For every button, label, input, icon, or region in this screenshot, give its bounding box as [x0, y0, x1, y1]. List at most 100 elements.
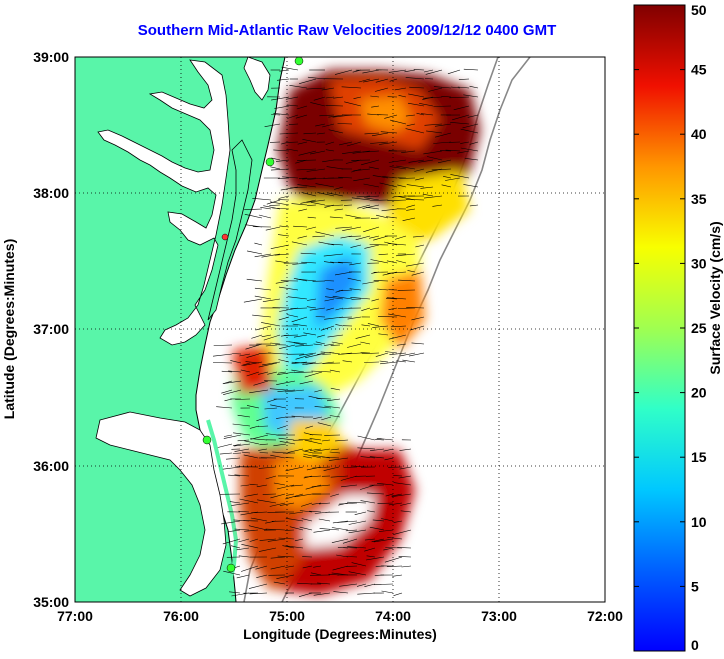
velocity-arrow: [306, 226, 317, 230]
velocity-arrow: [241, 362, 251, 366]
velocity-arrow: [376, 438, 394, 441]
station-marker: [221, 233, 229, 241]
x-axis-label: Longitude (Degrees:Minutes): [243, 626, 437, 642]
velocity-arrow: [223, 380, 242, 384]
velocity-arrow: [317, 192, 335, 197]
velocity-arrow: [246, 371, 260, 377]
velocity-arrow: [469, 85, 479, 89]
velocity-arrow: [318, 518, 331, 522]
velocity-arrow: [244, 493, 259, 497]
velocity-arrow: [393, 529, 412, 535]
velocity-arrow: [370, 259, 389, 264]
velocity-arrow: [378, 141, 398, 145]
velocity-arrow: [382, 176, 398, 179]
velocity-arrow: [369, 456, 385, 459]
velocity-arrow: [349, 262, 362, 266]
velocity-arrow: [310, 102, 326, 107]
velocity-arrow: [248, 525, 268, 531]
velocity-arrow: [433, 86, 452, 89]
velocity-arrow: [313, 448, 331, 452]
velocity-arrow: [362, 69, 380, 74]
velocity-arrow: [348, 571, 367, 576]
velocity-arrow: [303, 453, 322, 459]
velocity-arrow: [386, 216, 398, 219]
velocity-arrow: [396, 165, 416, 170]
velocity-arrow: [243, 454, 259, 459]
velocity-arrow: [363, 183, 380, 188]
velocity-arrow: [369, 235, 380, 239]
velocity-arrow: [283, 334, 299, 336]
velocity-arrow: [313, 343, 323, 346]
velocity-arrow: [405, 262, 425, 267]
velocity-arrow: [246, 278, 263, 282]
velocity-arrow: [389, 78, 398, 82]
velocity-arrow: [326, 192, 344, 197]
velocity-arrow: [246, 353, 260, 358]
velocity-arrow: [250, 438, 268, 441]
velocity-arrow: [277, 555, 295, 558]
velocity-arrow: [297, 141, 308, 145]
velocity-arrow: [341, 484, 358, 488]
velocity-arrow: [265, 344, 278, 347]
velocity-arrow: [330, 387, 341, 391]
colorbar-tick-label: 50: [691, 2, 707, 18]
velocity-arrow: [231, 592, 250, 597]
velocity-arrow: [237, 414, 251, 418]
velocity-arrow: [366, 207, 380, 210]
velocity-arrow: [335, 439, 349, 442]
velocity-arrow: [320, 325, 335, 331]
barrier-islands: [206, 419, 239, 591]
velocity-arrow: [386, 260, 398, 264]
velocity-arrow: [277, 389, 296, 392]
velocity-arrow: [361, 324, 371, 327]
lat-tick-label: 36:00: [33, 458, 69, 474]
velocity-arrow: [302, 565, 313, 569]
velocity-arrow: [290, 307, 308, 309]
velocity-arrow: [265, 475, 277, 480]
velocity-arrow: [223, 434, 242, 439]
velocity-arrow: [329, 369, 341, 373]
velocity-arrow: [422, 193, 434, 197]
velocity-arrow: [400, 352, 416, 357]
velocity-arrow: [402, 217, 416, 221]
velocity-arrow: [331, 527, 349, 531]
velocity-arrow: [371, 538, 385, 543]
velocity-arrow: [342, 150, 362, 154]
velocity-arrow: [386, 297, 407, 300]
velocity-arrow: [412, 235, 425, 238]
velocity-arrow: [405, 199, 425, 201]
velocity-arrow: [277, 371, 287, 374]
velocity-arrow: [296, 168, 317, 171]
velocity-arrow: [322, 456, 340, 459]
velocity-arrow: [306, 168, 326, 172]
velocity-arrow: [353, 177, 371, 182]
velocity-arrow: [265, 226, 281, 231]
velocity-arrow: [348, 520, 367, 525]
velocity-arrow: [311, 484, 331, 488]
velocity-arrow: [393, 520, 403, 523]
velocity-arrow: [307, 216, 317, 219]
velocity-arrow: [276, 484, 295, 490]
velocity-arrow: [270, 556, 286, 559]
velocity-arrow: [398, 556, 412, 558]
velocity-arrow: [279, 344, 296, 349]
velocity-arrow: [307, 76, 326, 80]
velocity-arrow: [261, 334, 272, 338]
velocity-arrow: [463, 68, 479, 71]
velocity-arrow: [335, 307, 344, 311]
velocity-arrow: [253, 380, 269, 386]
lon-tick-label: 74:00: [375, 608, 411, 624]
velocity-arrow: [313, 96, 326, 101]
velocity-arrow: [313, 592, 331, 596]
velocity-arrow: [321, 416, 332, 421]
velocity-arrow: [333, 96, 344, 99]
velocity-arrow: [302, 450, 314, 454]
velocity-arrow: [328, 457, 349, 461]
velocity-arrow: [337, 261, 353, 264]
velocity-arrow: [264, 407, 278, 410]
velocity-arrow: [343, 466, 358, 468]
velocity-arrow: [346, 556, 358, 558]
velocity-arrow: [286, 104, 299, 107]
velocity-arrow: [381, 590, 394, 594]
velocity-arrow: [275, 159, 290, 162]
